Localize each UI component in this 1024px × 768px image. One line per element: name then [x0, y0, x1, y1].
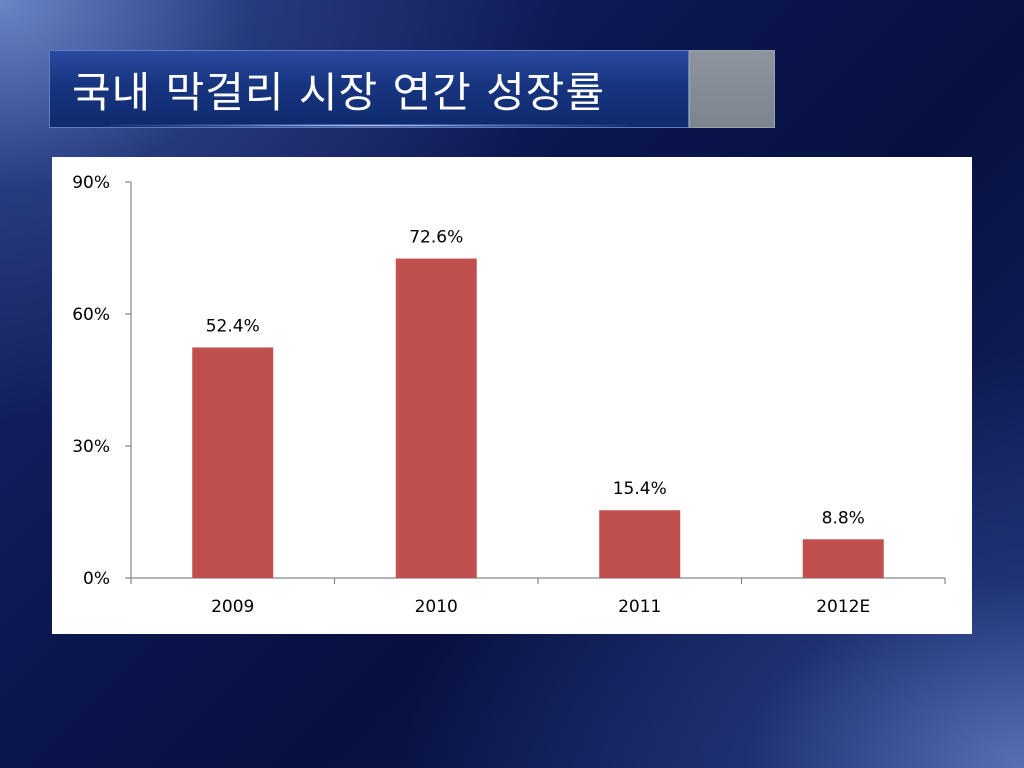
- y-axis: 0% 30% 60% 90%: [72, 173, 132, 589]
- title-accent-block: [689, 50, 775, 128]
- chart-panel: 0% 30% 60% 90% 2009 2010 2011 2012E 52.4% 72.6%…: [52, 157, 972, 634]
- slide-title: 국내 막걸리 시장 연간 성장률: [72, 68, 606, 117]
- bar-2010: [395, 258, 477, 578]
- x-tick-label: 2010: [415, 597, 458, 617]
- y-tick-label: 60%: [72, 305, 110, 325]
- x-tick-label: 2012E: [816, 597, 870, 617]
- y-tick-label: 30%: [72, 437, 110, 457]
- bar-chart: 0% 30% 60% 90% 2009 2010 2011 2012E 52.4% 72.6%…: [72, 173, 946, 617]
- bars: [192, 258, 884, 578]
- x-tick-label: 2009: [211, 597, 254, 617]
- x-tick-label: 2011: [618, 597, 661, 617]
- bar-2012e: [802, 539, 884, 578]
- data-label: 8.8%: [822, 508, 865, 528]
- bar-2009: [192, 347, 274, 578]
- slide-title-bar: 국내 막걸리 시장 연간 성장률: [49, 50, 689, 128]
- x-axis: 2009 2010 2011 2012E: [130, 577, 946, 617]
- data-label: 15.4%: [613, 479, 667, 499]
- data-labels: 52.4% 72.6% 15.4% 8.8%: [206, 228, 865, 529]
- bar-2011: [599, 510, 681, 578]
- data-label: 72.6%: [409, 228, 463, 248]
- y-tick-label: 0%: [83, 569, 110, 589]
- y-tick-label: 90%: [72, 173, 110, 193]
- data-label: 52.4%: [206, 316, 260, 336]
